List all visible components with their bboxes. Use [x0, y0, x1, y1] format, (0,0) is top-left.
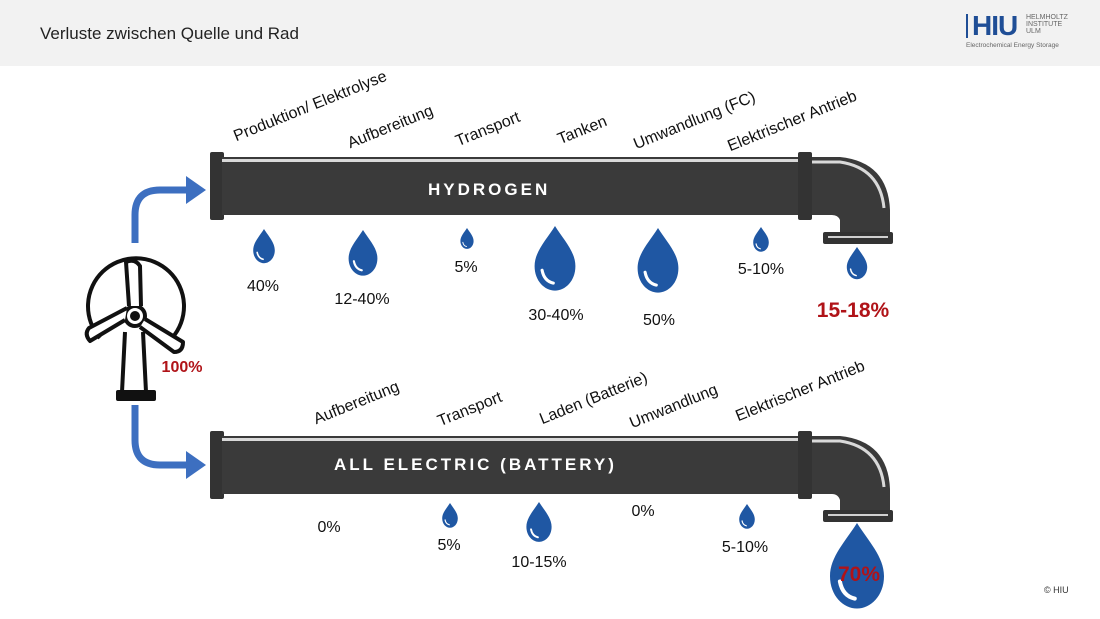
h2-loss-produktion: 40%	[246, 278, 280, 295]
hydrogen-pipe-label: HYDROGEN	[428, 180, 551, 199]
hiu-logo: HIU HELMHOLTZ INSTITUTE ULM Electrochemi…	[966, 10, 1068, 49]
h2-drop-tanken	[534, 226, 576, 291]
bat-loss-transport: 5%	[437, 537, 461, 554]
h2-drop-produktion	[253, 229, 275, 264]
battery-pipe	[210, 431, 893, 522]
bat-loss-antrieb: 5-10%	[721, 539, 769, 556]
battery-pipe-label: ALL ELECTRIC (BATTERY)	[334, 455, 617, 474]
bat-loss-laden: 10-15%	[511, 554, 567, 571]
h2-loss-aufbereitung: 12-40%	[334, 291, 390, 308]
battery-result-percent: 70%	[837, 563, 881, 586]
logo-text: HIU	[972, 10, 1018, 41]
logo-subtitle: Electrochemical Energy Storage	[966, 42, 1059, 49]
h2-drop-transport	[460, 228, 474, 249]
loss-drops	[253, 226, 884, 609]
h2-drop-antrieb	[753, 227, 769, 252]
wind-turbine-icon	[84, 256, 186, 401]
bat-drop-transport	[442, 503, 458, 528]
bat-drop-laden	[526, 502, 552, 542]
bat-loss-aufbereitung: 0%	[317, 519, 341, 536]
h2-drop-umwandlung	[637, 228, 679, 293]
h2-loss-tanken: 30-40%	[528, 307, 584, 324]
bat-drop-result	[830, 523, 884, 609]
h2-loss-antrieb: 5-10%	[737, 261, 785, 278]
h2-loss-umwandlung: 50%	[642, 312, 676, 329]
slide-title: Verluste zwischen Quelle und Rad	[40, 24, 299, 43]
h2-result-percent: 15-18%	[816, 299, 890, 322]
source-percent: 100%	[161, 359, 203, 376]
bat-loss-umwandlung: 0%	[631, 503, 655, 520]
header-bar	[0, 0, 1100, 66]
bat-drop-antrieb	[739, 504, 755, 529]
h2-drop-aufbereitung	[348, 230, 378, 276]
hydrogen-pipe	[210, 152, 893, 244]
flow-arrows	[131, 176, 206, 479]
h2-loss-transport: 5%	[454, 259, 478, 276]
h2-drop-result	[846, 247, 868, 280]
copyright: © HIU	[1044, 585, 1069, 595]
